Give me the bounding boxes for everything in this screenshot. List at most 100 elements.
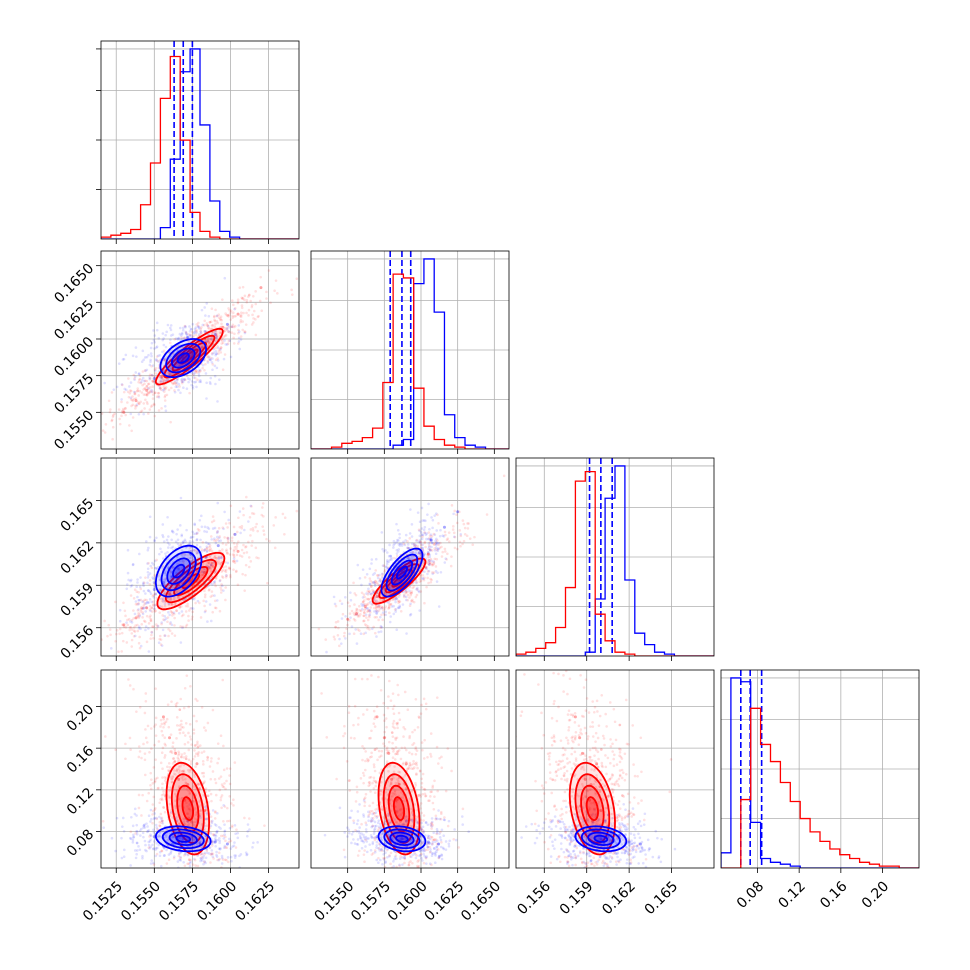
scatter-point-red xyxy=(393,758,397,761)
scatter-point-red xyxy=(366,618,370,622)
scatter-point-red xyxy=(210,844,214,847)
scatter-point-red xyxy=(424,566,427,569)
scatter-point-red xyxy=(141,383,144,387)
scatter-point-blue xyxy=(230,859,233,863)
scatter-point-red xyxy=(167,598,171,601)
scatter-point-blue xyxy=(168,326,172,330)
scatter-point-blue xyxy=(237,340,241,343)
scatter-point-red xyxy=(362,619,366,623)
scatter-point-red xyxy=(428,537,431,540)
scatter-point-red xyxy=(153,592,157,596)
scatter-point-red xyxy=(210,575,214,579)
scatter-point-blue xyxy=(149,833,152,837)
scatter-point-blue xyxy=(373,610,376,613)
scatter-point-red xyxy=(167,769,170,772)
scatter-point-red xyxy=(406,598,410,602)
scatter-point-red xyxy=(175,724,179,727)
scatter-point-blue xyxy=(212,840,216,844)
scatter-point-red xyxy=(149,617,153,621)
scatter-point-blue xyxy=(198,841,202,844)
scatter-point-blue xyxy=(152,596,156,599)
scatter-point-blue xyxy=(148,847,151,850)
scatter-point-red xyxy=(224,598,227,602)
scatter-point-red xyxy=(139,587,143,591)
scatter-point-blue xyxy=(204,314,207,317)
scatter-point-blue xyxy=(195,538,199,541)
scatter-point-blue xyxy=(246,829,250,833)
scatter-point-red xyxy=(367,784,371,788)
scatter-point-red xyxy=(156,827,159,831)
scatter-point-blue xyxy=(152,861,155,865)
scatter-point-blue xyxy=(169,576,173,579)
scatter-point-red xyxy=(414,545,418,548)
scatter-point-red xyxy=(421,574,425,577)
scatter-point-red xyxy=(134,407,137,410)
scatter-point-blue xyxy=(160,588,163,591)
scatter-point-red xyxy=(196,923,199,926)
scatter-point-red xyxy=(241,297,244,300)
scatter-point-red xyxy=(137,394,140,397)
scatter-point-blue xyxy=(199,331,203,335)
scatter-point-red xyxy=(224,835,227,839)
scatter-point-red xyxy=(429,790,432,794)
scatter-point-red xyxy=(165,393,169,397)
scatter-point-blue xyxy=(240,880,243,883)
scatter-point-red xyxy=(425,585,428,589)
scatter-point-blue xyxy=(355,642,359,645)
scatter-point-red xyxy=(410,590,414,593)
scatter-point-red xyxy=(228,566,231,570)
scatter-point-red xyxy=(254,525,257,529)
scatter-point-blue xyxy=(193,857,196,861)
scatter-point-red xyxy=(149,390,152,393)
scatter-point-blue xyxy=(177,336,181,340)
scatter-point-red xyxy=(439,541,442,545)
scatter-point-red xyxy=(146,724,150,728)
scatter-point-red xyxy=(473,535,476,539)
scatter-point-red xyxy=(211,852,215,856)
scatter-point-blue xyxy=(216,346,220,350)
scatter-point-blue xyxy=(359,632,363,636)
scatter-point-blue xyxy=(195,538,199,542)
scatter-point-red xyxy=(366,759,370,763)
scatter-point-blue xyxy=(377,630,381,634)
scatter-point-red xyxy=(198,744,202,747)
scatter-point-red xyxy=(447,880,450,883)
scatter-point-blue xyxy=(426,537,430,541)
scatter-point-red xyxy=(252,321,255,324)
scatter-point-blue xyxy=(223,829,227,833)
scatter-point-blue xyxy=(209,563,213,567)
scatter-point-red xyxy=(369,790,372,793)
scatter-point-red xyxy=(274,279,278,282)
scatter-point-red xyxy=(283,532,286,536)
scatter-point-blue xyxy=(135,814,138,817)
scatter-point-blue xyxy=(201,877,204,880)
scatter-point-red xyxy=(185,812,189,815)
scatter-point-red xyxy=(276,292,279,295)
scatter-point-red xyxy=(137,641,141,645)
scatter-point-blue xyxy=(396,606,400,609)
scatter-point-red xyxy=(223,805,227,808)
scatter-point-blue xyxy=(166,844,170,848)
scatter-point-red xyxy=(134,404,137,408)
scatter-point-red xyxy=(389,820,392,823)
scatter-point-blue xyxy=(233,307,236,311)
scatter-point-blue xyxy=(174,540,178,544)
scatter-point-red xyxy=(137,402,141,405)
scatter-point-red xyxy=(230,825,234,829)
scatter-point-red xyxy=(254,290,257,293)
scatter-point-blue xyxy=(138,552,141,556)
scatter-point-red xyxy=(205,824,209,828)
scatter-point-red xyxy=(236,530,239,534)
scatter-point-red xyxy=(383,607,387,610)
scatter-point-red xyxy=(163,756,166,759)
sample-point-blue xyxy=(225,842,229,846)
scatter-point-blue xyxy=(185,332,188,336)
scatter-point-blue xyxy=(191,597,195,601)
scatter-point-red xyxy=(205,322,209,325)
scatter-point-red xyxy=(229,318,233,321)
scatter-point-blue xyxy=(422,577,425,581)
scatter-point-red xyxy=(221,858,225,861)
scatter-point-blue xyxy=(212,834,216,837)
scatter-point-red xyxy=(353,613,356,617)
scatter-point-red xyxy=(376,582,380,586)
